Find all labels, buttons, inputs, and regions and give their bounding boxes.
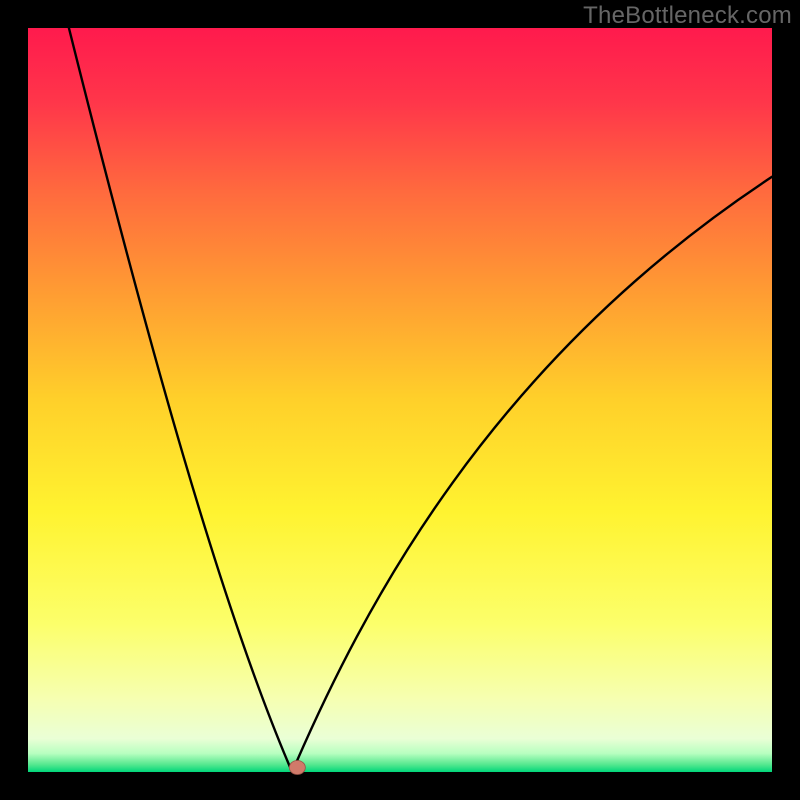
bottleneck-chart (0, 0, 800, 800)
watermark-text: TheBottleneck.com (583, 2, 792, 30)
optimal-point-marker (289, 761, 305, 775)
plot-background (28, 28, 772, 772)
chart-container: TheBottleneck.com (0, 0, 800, 800)
